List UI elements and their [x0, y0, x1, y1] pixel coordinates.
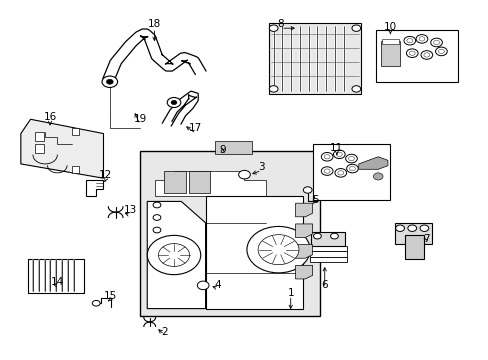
Polygon shape	[295, 203, 312, 217]
Circle shape	[324, 169, 329, 173]
Polygon shape	[21, 119, 103, 178]
Circle shape	[408, 51, 414, 55]
Bar	[72, 128, 79, 135]
Bar	[312, 144, 389, 200]
Circle shape	[106, 79, 113, 84]
Text: 6: 6	[321, 280, 327, 291]
Bar	[310, 232, 345, 246]
Bar	[381, 39, 398, 44]
Circle shape	[333, 150, 345, 158]
Bar	[140, 152, 319, 316]
Bar	[164, 171, 186, 193]
Bar	[309, 251, 346, 257]
Polygon shape	[295, 265, 312, 279]
Bar	[215, 141, 251, 154]
Circle shape	[238, 170, 250, 179]
Bar	[309, 257, 346, 262]
Circle shape	[419, 225, 428, 231]
Polygon shape	[154, 171, 266, 196]
Polygon shape	[295, 245, 312, 258]
Polygon shape	[295, 224, 312, 238]
Circle shape	[435, 47, 447, 56]
Circle shape	[153, 227, 161, 233]
Polygon shape	[86, 180, 103, 196]
Circle shape	[269, 25, 278, 31]
Circle shape	[171, 100, 177, 105]
Text: 18: 18	[148, 18, 161, 28]
Bar	[380, 41, 399, 66]
Bar	[72, 166, 79, 173]
Bar	[268, 23, 361, 94]
Circle shape	[167, 98, 181, 108]
Circle shape	[430, 38, 442, 47]
Text: 4: 4	[214, 280, 221, 291]
Circle shape	[346, 164, 358, 173]
Circle shape	[336, 152, 342, 157]
Circle shape	[403, 36, 415, 45]
Circle shape	[321, 167, 332, 175]
Text: 16: 16	[43, 112, 57, 122]
Text: 15: 15	[104, 291, 117, 301]
Circle shape	[197, 281, 208, 290]
Text: 5: 5	[311, 195, 318, 204]
Circle shape	[372, 173, 382, 180]
Circle shape	[345, 154, 357, 163]
Circle shape	[269, 86, 278, 92]
Text: 12: 12	[99, 170, 112, 180]
Polygon shape	[358, 157, 387, 169]
Text: 3: 3	[258, 162, 264, 172]
Bar	[35, 144, 44, 153]
Circle shape	[330, 233, 338, 239]
Circle shape	[92, 300, 100, 306]
Circle shape	[415, 35, 427, 43]
Text: 10: 10	[383, 22, 396, 32]
Circle shape	[423, 53, 429, 57]
Text: 8: 8	[277, 18, 284, 28]
Bar	[35, 132, 44, 141]
Circle shape	[102, 76, 117, 87]
Bar	[309, 246, 346, 251]
Circle shape	[351, 86, 360, 92]
Circle shape	[349, 166, 355, 171]
Bar	[188, 171, 210, 193]
Bar	[404, 235, 424, 258]
Circle shape	[153, 215, 161, 220]
Text: 1: 1	[287, 288, 293, 297]
Text: 13: 13	[123, 205, 137, 215]
Bar	[394, 223, 431, 244]
Bar	[28, 258, 84, 293]
Circle shape	[321, 153, 332, 161]
Text: 17: 17	[189, 123, 202, 133]
Text: 19: 19	[133, 114, 146, 124]
Text: 14: 14	[51, 277, 64, 287]
Text: 11: 11	[329, 143, 343, 153]
Circle shape	[246, 226, 309, 273]
Circle shape	[438, 49, 444, 54]
Text: 9: 9	[219, 145, 225, 155]
Bar	[375, 30, 458, 82]
Circle shape	[407, 225, 416, 231]
Circle shape	[258, 235, 298, 265]
Text: 7: 7	[423, 234, 429, 244]
Polygon shape	[205, 196, 302, 309]
Circle shape	[348, 157, 354, 161]
Circle shape	[420, 51, 432, 59]
Circle shape	[406, 39, 412, 43]
Circle shape	[337, 171, 343, 175]
Circle shape	[303, 187, 311, 193]
Text: 2: 2	[161, 327, 167, 337]
Circle shape	[351, 25, 360, 31]
Circle shape	[433, 40, 439, 45]
Circle shape	[395, 225, 404, 231]
Circle shape	[158, 244, 189, 266]
Circle shape	[324, 155, 329, 159]
Circle shape	[406, 49, 417, 58]
Circle shape	[153, 202, 161, 208]
Circle shape	[334, 168, 346, 177]
Circle shape	[147, 235, 201, 275]
Polygon shape	[147, 202, 205, 309]
Circle shape	[313, 233, 321, 239]
Circle shape	[418, 37, 424, 41]
